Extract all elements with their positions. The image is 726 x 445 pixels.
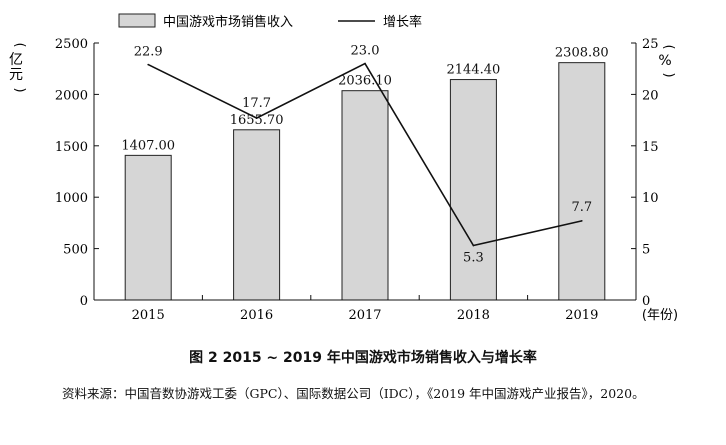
bar xyxy=(449,79,497,301)
line-value-label: 7.7 xyxy=(571,200,592,215)
line-value-label: 5.3 xyxy=(463,251,484,266)
bar xyxy=(124,154,172,301)
legend: 中国游戏市场销售收入 增长率 xyxy=(118,13,422,30)
bar-value-label: 1655.70 xyxy=(230,113,284,128)
line-point xyxy=(147,63,149,66)
y-left-tick-label: 1000 xyxy=(55,191,88,206)
y-left-tick-label: 0 xyxy=(80,294,88,309)
axes-group: 0 500 1000 1500 2000 2500 0 5 10 15 20 25 2015 2016 20… xyxy=(9,37,678,323)
y-right-axis-paren: ( xyxy=(661,44,676,49)
x-axis-label: (年份) xyxy=(642,308,678,323)
line-value-label: 22.9 xyxy=(134,45,163,60)
bars-group: 1407.00 1655.70 2036.10 2144.40 2308.80 xyxy=(121,46,609,301)
line-point xyxy=(255,117,258,119)
y-right-tick-label: 10 xyxy=(642,191,659,206)
line-value-label: 17.7 xyxy=(242,96,271,111)
legend-bar-label: 中国游戏市场销售收入 xyxy=(163,14,293,30)
y-left-tick-label: 500 xyxy=(63,243,88,258)
source-note: 资料来源：中国音数协游戏工委（GPC）、国际数据公司（IDC），《2019 年中… xyxy=(62,386,645,401)
y-left-tick-label: 2000 xyxy=(55,88,88,103)
bar-value-label: 2144.40 xyxy=(447,63,501,78)
line-value-label: 23.0 xyxy=(351,44,380,59)
bar xyxy=(558,62,606,301)
bar-value-label: 2036.10 xyxy=(338,74,392,89)
bar xyxy=(233,129,281,301)
line-point xyxy=(472,244,475,247)
x-tick-label: 2015 xyxy=(132,308,165,323)
line-group: 22.9 17.7 23.0 5.3 7.7 xyxy=(134,44,592,266)
y-left-tick-label: 2500 xyxy=(55,37,88,52)
x-tick-label: 2018 xyxy=(457,308,490,323)
y-right-tick-label: 25 xyxy=(642,37,659,52)
line-point xyxy=(581,220,583,222)
chart-svg: 中国游戏市场销售收入 增长率 1407.00 1655.70 2036.10 2144.… xyxy=(9,13,678,323)
y-right-tick-label: 0 xyxy=(642,294,650,309)
y-left-axis-paren: ( xyxy=(12,42,27,47)
y-right-tick-label: 5 xyxy=(642,243,650,258)
y-right-axis-paren: ) xyxy=(661,72,676,77)
y-right-axis-label-char: % xyxy=(658,53,671,69)
x-tick-label: 2019 xyxy=(565,308,598,323)
line-point xyxy=(364,62,366,65)
y-left-axis-label-char: 亿 xyxy=(9,52,23,68)
x-tick-label: 2016 xyxy=(240,308,273,323)
bar xyxy=(341,90,389,301)
figure-caption: 图 2 2015 ~ 2019 年中国游戏市场销售收入与增长率 xyxy=(189,350,537,366)
bar-value-label: 1407.00 xyxy=(121,138,175,153)
y-right-tick-label: 20 xyxy=(642,88,659,103)
legend-bar-swatch xyxy=(118,13,156,28)
y-left-axis-label-char: 元 xyxy=(9,67,23,83)
x-tick-label: 2017 xyxy=(348,308,381,323)
legend-line-label: 增长率 xyxy=(383,14,422,30)
y-right-tick-label: 15 xyxy=(642,140,659,155)
y-left-tick-label: 1500 xyxy=(55,140,88,155)
y-left-axis-paren: ) xyxy=(12,87,27,92)
bar-value-label: 2308.80 xyxy=(555,46,609,61)
